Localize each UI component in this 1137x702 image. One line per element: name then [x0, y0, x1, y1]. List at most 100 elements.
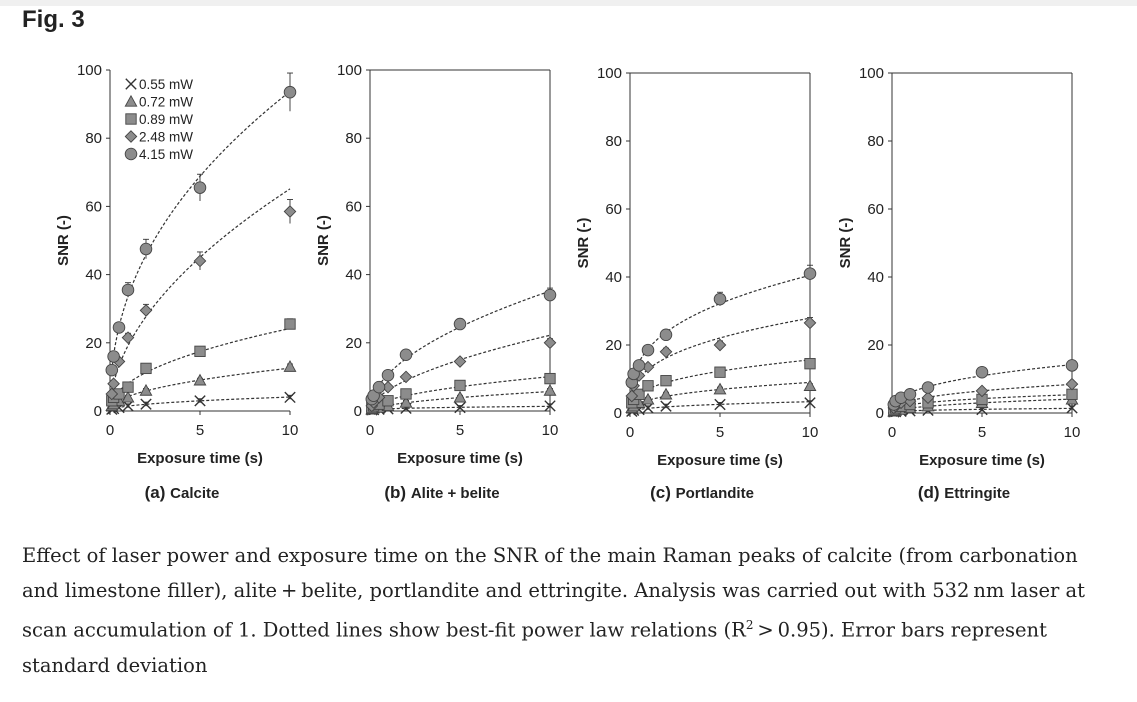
- data-point: [121, 283, 135, 297]
- legend-marker-circle: [124, 147, 138, 161]
- y-tick-label: 80: [867, 133, 884, 150]
- panel-title: (b) Alite + belite: [384, 483, 499, 502]
- fit-line: [111, 90, 291, 370]
- series-4-15-mW: [887, 359, 1079, 411]
- x-tick-label: 5: [456, 422, 464, 439]
- data-point: [381, 368, 395, 382]
- panel-title: (d) Ettringite: [918, 483, 1010, 502]
- data-point: [1066, 388, 1078, 400]
- fit-line: [111, 188, 291, 392]
- data-point: [713, 338, 727, 352]
- y-tick-label: 60: [867, 201, 884, 218]
- data-point: [803, 379, 817, 391]
- y-tick-label: 40: [345, 267, 362, 284]
- data-point: [543, 383, 557, 396]
- data-point: [107, 377, 120, 391]
- data-point: [454, 379, 466, 392]
- x-tick-label: 0: [366, 422, 374, 439]
- data-point: [283, 205, 297, 218]
- data-point: [139, 304, 153, 317]
- y-axis-label: SNR (-): [575, 218, 592, 269]
- x-tick-label: 0: [888, 424, 896, 441]
- data-point: [453, 390, 467, 403]
- data-point: [194, 345, 206, 357]
- series-2-48-mW: [105, 188, 297, 401]
- data-point: [284, 391, 296, 404]
- panel-name: Ettringite: [944, 485, 1010, 502]
- y-tick-label: 60: [345, 198, 362, 215]
- data-point: [921, 391, 935, 405]
- data-point: [399, 395, 413, 408]
- data-point: [803, 316, 817, 330]
- fit-line: [631, 317, 811, 394]
- data-point: [283, 85, 297, 99]
- panel-name: Alite + belite: [411, 485, 500, 502]
- y-tick-label: 100: [859, 65, 884, 82]
- data-point: [194, 395, 206, 407]
- data-point: [372, 380, 386, 394]
- data-point: [453, 355, 467, 368]
- fit-line: [631, 401, 811, 412]
- chart-panel-3: 0 20 40 60 80 100 0 5 10 Exposure time (s) SNR (-)…: [575, 65, 818, 502]
- data-point: [399, 348, 413, 361]
- y-tick-label: 20: [85, 335, 102, 352]
- data-point: [544, 400, 556, 412]
- data-point: [713, 382, 727, 395]
- x-axis-label: Exposure time (s): [397, 450, 523, 467]
- chart-panel-2: 0 20 40 60 80 100 0 5 10 Exposure time (s) SNR (-)…: [315, 62, 558, 502]
- data-point: [399, 370, 413, 384]
- data-point: [975, 384, 989, 398]
- y-tick-label: 100: [337, 62, 362, 79]
- fit-line: [111, 327, 291, 402]
- data-point: [632, 359, 646, 372]
- y-tick-label: 80: [85, 130, 102, 147]
- data-point: [284, 318, 296, 330]
- legend-marker-triangle: [124, 94, 138, 107]
- data-point: [140, 398, 152, 410]
- chart-panel-4: 0 20 40 60 80 100 0 5 10 Exposure time (s) SNR (-)…: [837, 65, 1080, 502]
- series-4-15-mW: [365, 287, 557, 406]
- fit-line: [111, 396, 291, 410]
- series-0-89-mW: [626, 358, 816, 409]
- data-point: [105, 363, 119, 377]
- data-point: [139, 383, 153, 396]
- data-point: [193, 373, 207, 386]
- data-point: [641, 392, 655, 405]
- y-tick-label: 80: [605, 133, 622, 150]
- y-tick-label: 0: [94, 403, 102, 420]
- data-point: [660, 375, 672, 387]
- data-point: [193, 254, 207, 268]
- legend-label: 0.72 mW: [139, 95, 193, 110]
- data-point: [713, 292, 727, 306]
- x-tick-label: 5: [716, 424, 724, 441]
- figure-caption: Effect of laser power and exposure time …: [22, 538, 1117, 683]
- data-point: [454, 401, 466, 414]
- series-4-15-mW: [625, 264, 817, 389]
- data-point: [1065, 377, 1079, 391]
- data-point: [803, 267, 817, 280]
- data-point: [112, 321, 126, 334]
- data-point: [543, 288, 557, 302]
- y-tick-label: 20: [867, 337, 884, 354]
- data-point: [453, 317, 467, 331]
- panel-name: Calcite: [170, 485, 219, 502]
- y-tick-label: 20: [345, 335, 362, 352]
- x-tick-label: 10: [542, 422, 559, 439]
- y-tick-label: 40: [605, 269, 622, 286]
- data-point: [139, 242, 153, 256]
- data-point: [140, 362, 152, 375]
- legend-marker-square: [125, 113, 137, 125]
- data-point: [121, 331, 135, 345]
- series-4-15-mW: [105, 72, 297, 377]
- panel-letter: (c): [650, 483, 676, 502]
- series-0-55-mW: [626, 397, 816, 417]
- data-point: [121, 390, 135, 403]
- data-point: [903, 388, 917, 401]
- data-point: [1065, 359, 1079, 372]
- y-tick-label: 40: [867, 269, 884, 286]
- legend: 0.55 mW 0.72 mW 0.89 mW 2.48 mW 4.15 mW: [124, 77, 193, 162]
- panel-title: (c) Portlandite: [650, 483, 754, 502]
- x-tick-label: 5: [978, 424, 986, 441]
- x-tick-label: 0: [106, 422, 114, 439]
